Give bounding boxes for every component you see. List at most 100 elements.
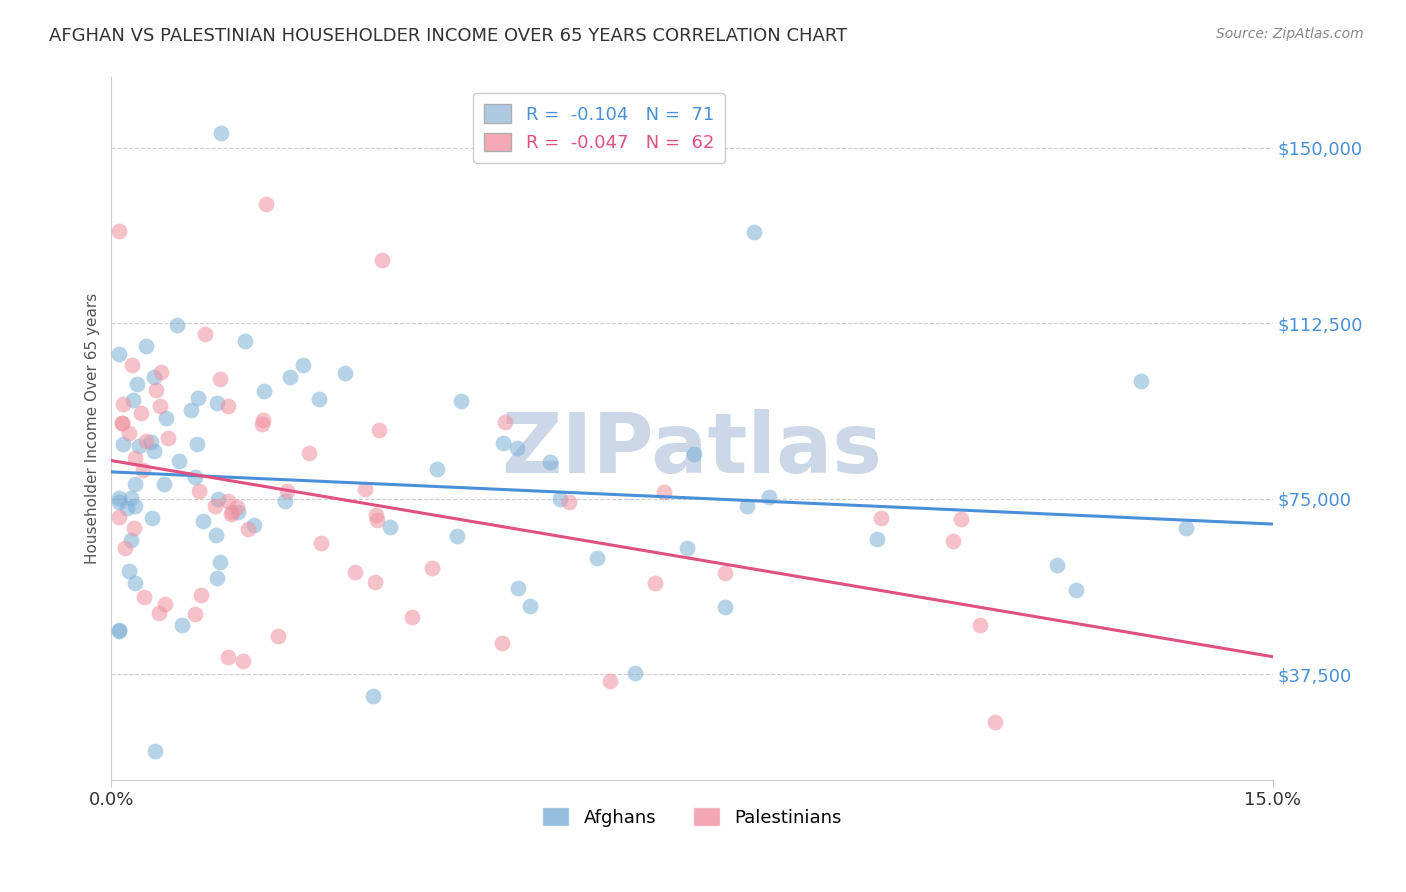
Point [208, 372, 231, 386]
Point [111, 397, 134, 411]
Point [108, 347, 131, 361]
Point [378, 519, 401, 533]
Point [118, 564, 141, 578]
Point [491, 635, 513, 649]
Text: AFGHAN VS PALESTINIAN HOUSEHOLDER INCOME OVER 65 YEARS CORRELATION CHART: AFGHAN VS PALESTINIAN HOUSEHOLDER INCOME… [49, 27, 848, 45]
Point [401, 609, 423, 624]
Point [187, 391, 209, 405]
Point [219, 507, 242, 521]
Point [508, 581, 530, 595]
Point [143, 744, 166, 758]
Point [232, 654, 254, 668]
Point [1129, 374, 1152, 388]
Point [124, 451, 146, 466]
Point [735, 499, 758, 513]
Point [538, 454, 561, 468]
Point [585, 551, 607, 566]
Point [117, 426, 139, 441]
Point [149, 400, 172, 414]
Point [865, 532, 887, 546]
Legend: Afghans, Palestinians: Afghans, Palestinians [536, 800, 849, 834]
Point [714, 600, 737, 615]
Point [193, 514, 215, 528]
Point [1064, 582, 1087, 597]
Point [120, 491, 142, 505]
Point [135, 339, 157, 353]
Point [558, 495, 581, 509]
Point [298, 446, 321, 460]
Point [108, 509, 131, 524]
Point [758, 490, 780, 504]
Point [207, 395, 229, 409]
Point [204, 499, 226, 513]
Point [127, 376, 149, 391]
Point [190, 588, 212, 602]
Point [150, 365, 173, 379]
Point [308, 392, 330, 407]
Point [366, 512, 388, 526]
Point [184, 470, 207, 484]
Point [250, 417, 273, 431]
Point [124, 576, 146, 591]
Point [869, 510, 891, 524]
Point [742, 225, 765, 239]
Point [207, 491, 229, 506]
Point [120, 533, 142, 548]
Point [599, 674, 621, 689]
Point [1175, 521, 1198, 535]
Y-axis label: Householder Income Over 65 years: Householder Income Over 65 years [86, 293, 100, 564]
Point [243, 517, 266, 532]
Point [644, 576, 666, 591]
Point [110, 417, 132, 431]
Point [446, 529, 468, 543]
Point [278, 369, 301, 384]
Point [292, 359, 315, 373]
Point [157, 431, 180, 445]
Point [652, 484, 675, 499]
Point [155, 411, 177, 425]
Point [624, 665, 647, 680]
Text: ZIPatlas: ZIPatlas [502, 409, 883, 490]
Point [236, 523, 259, 537]
Point [180, 402, 202, 417]
Point [132, 590, 155, 604]
Point [142, 370, 165, 384]
Point [217, 650, 239, 665]
Point [114, 541, 136, 556]
Point [172, 618, 194, 632]
Point [221, 505, 243, 519]
Point [942, 533, 965, 548]
Point [108, 491, 131, 505]
Point [333, 367, 356, 381]
Point [111, 416, 134, 430]
Point [276, 484, 298, 499]
Point [1046, 558, 1069, 572]
Point [273, 493, 295, 508]
Point [122, 520, 145, 534]
Point [115, 500, 138, 515]
Point [949, 511, 972, 525]
Point [309, 536, 332, 550]
Point [676, 541, 699, 555]
Point [364, 575, 387, 590]
Point [121, 359, 143, 373]
Point [128, 439, 150, 453]
Point [209, 127, 232, 141]
Point [153, 597, 176, 611]
Point [108, 624, 131, 638]
Point [353, 482, 375, 496]
Point [141, 511, 163, 525]
Point [148, 606, 170, 620]
Point [506, 442, 529, 456]
Point [124, 477, 146, 491]
Point [194, 326, 217, 341]
Point [204, 528, 226, 542]
Text: Source: ZipAtlas.com: Source: ZipAtlas.com [1216, 27, 1364, 41]
Point [368, 424, 391, 438]
Point [217, 494, 239, 508]
Point [145, 383, 167, 397]
Point [519, 599, 541, 613]
Point [344, 566, 367, 580]
Point [450, 393, 472, 408]
Point [969, 618, 991, 632]
